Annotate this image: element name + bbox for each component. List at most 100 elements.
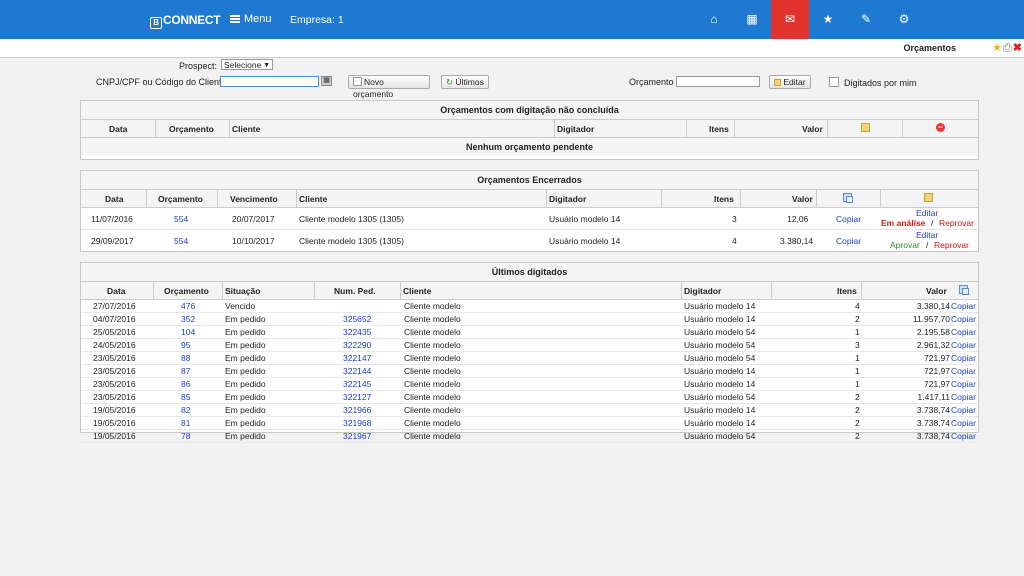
orcamento-link[interactable]: 95 [181, 340, 191, 350]
orcamento-link[interactable]: 104 [181, 327, 196, 337]
print-icon[interactable]: ⎙ [1002, 42, 1012, 54]
prospect-select[interactable]: Selecione ▼ [221, 59, 273, 70]
cell-valor: 2.195,58 [916, 327, 950, 337]
orcamento-link[interactable]: 85 [181, 392, 191, 402]
aprovar-link[interactable]: Aprovar [890, 240, 920, 250]
pedido-link[interactable]: 321967 [343, 431, 372, 441]
col-digitador: Digitador [549, 194, 587, 204]
copiar-link[interactable]: Copiar [950, 418, 976, 428]
cell-digitador: Usuário modelo 54 [684, 431, 756, 441]
orcamento-link[interactable]: 554 [174, 214, 189, 224]
cell-valor: 3.738,74 [916, 431, 950, 441]
orcamento-link[interactable]: 86 [181, 379, 191, 389]
pedido-link[interactable]: 322290 [343, 340, 372, 350]
calculator-icon[interactable]: ▦ [321, 76, 332, 86]
cell-itens: 2 [855, 418, 860, 428]
favorite-star-icon[interactable]: ★ [992, 42, 1002, 54]
reprovar-link[interactable]: Reprovar [934, 240, 969, 250]
orcamento-link[interactable]: 476 [181, 301, 196, 311]
close-tab-icon[interactable]: ✖ [1012, 42, 1022, 54]
copiar-link[interactable]: Copiar [950, 431, 976, 441]
cell-valor: 11.957,70 [912, 314, 950, 324]
cell-situacao: Em pedido [225, 366, 266, 376]
cell-cliente: Cliente modelo [404, 418, 461, 428]
orcamento-label: Orçamento [629, 77, 674, 87]
pedido-link[interactable]: 322435 [343, 327, 372, 337]
col-orcamento: Orçamento [158, 194, 203, 204]
cnpj-input[interactable] [220, 76, 319, 87]
table-row: 23/05/2016 85 Em pedido 322127 Cliente model… [81, 391, 978, 404]
copiar-link[interactable]: Copiar [950, 301, 976, 311]
col-valor: Valor [926, 286, 947, 296]
copiar-link[interactable]: Copiar [836, 214, 862, 224]
star-icon[interactable]: ★ [822, 12, 834, 26]
copiar-link[interactable]: Copiar [950, 392, 976, 402]
copiar-link[interactable]: Copiar [950, 405, 976, 415]
orcamento-link[interactable]: 78 [181, 431, 191, 441]
copiar-link[interactable]: Copiar [950, 340, 976, 350]
cell-valor: 721,97 [924, 353, 950, 363]
reprovar-link[interactable]: Reprovar [939, 218, 974, 228]
recent-title: Últimos digitados [81, 263, 978, 282]
cell-data: 23/05/2016 [93, 353, 136, 363]
copy-icon [959, 285, 969, 295]
cell-cliente: Cliente modelo [404, 340, 461, 350]
closed-header: Data Orçamento Vencimento Cliente Digita… [81, 190, 978, 208]
novo-orcamento-button[interactable]: Novo orçamento [348, 75, 430, 99]
pedido-link[interactable]: 321968 [343, 418, 372, 428]
table-row: 25/05/2016 104 Em pedido 322435 Cliente mode… [81, 326, 978, 339]
pedido-link[interactable]: 321966 [343, 405, 372, 415]
editar-link[interactable]: Editar [916, 230, 939, 240]
brush-icon[interactable]: ✎ [860, 12, 872, 26]
cell-valor: 721,97 [924, 379, 950, 389]
copiar-link[interactable]: Copiar [950, 314, 976, 324]
edit-icon [861, 123, 870, 132]
pedido-link[interactable]: 322127 [343, 392, 372, 402]
cell-situacao: Em pedido [225, 431, 266, 441]
editar-link[interactable]: Editar [916, 208, 939, 218]
copiar-link[interactable]: Copiar [950, 379, 976, 389]
col-valor: Valor [802, 124, 823, 134]
copiar-link[interactable]: Copiar [836, 236, 862, 246]
new-document-icon [353, 77, 362, 86]
cell-valor: 3.738,74 [916, 405, 950, 415]
calendar-icon[interactable]: ▦ [746, 12, 758, 26]
cell-itens: 2 [855, 431, 860, 441]
orcamento-link[interactable]: 81 [181, 418, 191, 428]
pedido-link[interactable]: 325652 [343, 314, 372, 324]
copiar-link[interactable]: Copiar [950, 353, 976, 363]
pedido-link[interactable]: 322145 [343, 379, 372, 389]
digitados-checkbox[interactable] [829, 77, 839, 87]
col-orcamento: Orçamento [164, 286, 209, 296]
col-valor: Valor [792, 194, 813, 204]
cell-situacao: Vencido [225, 301, 256, 311]
copiar-link[interactable]: Copiar [950, 366, 976, 376]
table-row: 11/07/2016 554 20/07/2017 Cliente modelo… [81, 208, 978, 230]
col-data: Data [105, 194, 124, 204]
cell-digitador: Usuário modelo 14 [684, 366, 756, 376]
orcamento-link[interactable]: 87 [181, 366, 191, 376]
orcamento-link[interactable]: 554 [174, 236, 189, 246]
orcamento-link[interactable]: 88 [181, 353, 191, 363]
tab-orcamentos[interactable]: Orçamentos [903, 43, 956, 53]
ultimos-button[interactable]: ↻ Últimos [441, 75, 489, 89]
cell-cliente: Cliente modelo [404, 379, 461, 389]
orcamento-link[interactable]: 82 [181, 405, 191, 415]
empresa-selector[interactable]: Empresa: 1 [290, 14, 344, 26]
cell-digitador: Usuário modelo 54 [684, 353, 756, 363]
editar-button[interactable]: Editar [769, 75, 811, 89]
orcamento-link[interactable]: 352 [181, 314, 196, 324]
col-itens: Itens [714, 194, 734, 204]
hamburger-icon [230, 15, 240, 23]
envelope-icon[interactable]: ✉ [771, 0, 809, 39]
home-icon[interactable]: ⌂ [710, 12, 718, 26]
copiar-link[interactable]: Copiar [950, 327, 976, 337]
orcamento-input[interactable] [676, 76, 760, 87]
gear-icon[interactable]: ⚙ [898, 12, 910, 26]
status-em-analise: Em análise [881, 218, 926, 228]
pedido-link[interactable]: 322144 [343, 366, 372, 376]
cell-situacao: Em pedido [225, 314, 266, 324]
app-logo[interactable]: B CONNECT [150, 13, 221, 29]
menu-button[interactable]: Menu [230, 13, 272, 25]
pedido-link[interactable]: 322147 [343, 353, 372, 363]
